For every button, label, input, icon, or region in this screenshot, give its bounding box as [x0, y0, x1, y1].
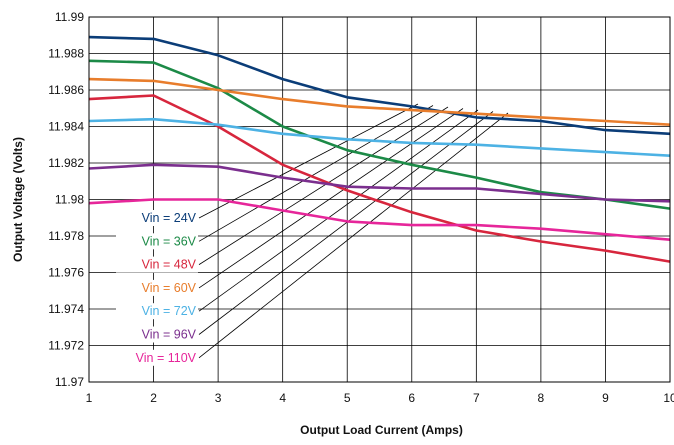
series-line: [88, 117, 671, 157]
legend-label-background: [116, 349, 198, 366]
y-tick-label: 11.98: [55, 193, 84, 207]
legend-entry: Vin = 48V: [142, 258, 197, 272]
y-tick-label: 11.976: [48, 266, 84, 280]
y-tick-label: 11.974: [48, 302, 84, 316]
y-tick-label: 11.986: [48, 83, 84, 97]
y-axis-ticks: 11.97 11.972 11.974 11.976 11.978 11.98 11.982…: [48, 10, 84, 389]
x-tick-label: 10: [663, 391, 674, 405]
legend-entry: Vin = 24V: [142, 211, 197, 225]
y-tick-label: 11.982: [48, 156, 84, 170]
y-tick-label: 11.978: [48, 229, 84, 243]
legend-leader-line: [198, 108, 464, 289]
legend-entry: Vin = 36V: [142, 234, 197, 248]
series-line: [88, 163, 671, 203]
series-lines: [88, 35, 671, 263]
series-line: [88, 35, 671, 136]
legend-label-background: [116, 326, 198, 343]
y-tick-label: 11.99: [55, 10, 84, 24]
legend-leader-line: [198, 105, 434, 242]
legend-leader-lines: [198, 103, 509, 359]
legend-label-background: [116, 279, 198, 296]
x-tick-label: 2: [150, 391, 157, 405]
series-line: [88, 94, 671, 263]
x-axis-ticks: 1 2 3 4 5 6 7 8 9 10: [86, 391, 674, 405]
x-tick-label: 1: [86, 391, 93, 405]
y-tick-label: 11.984: [48, 120, 84, 134]
legend-label-background: [116, 303, 198, 320]
x-tick-label: 3: [215, 391, 222, 405]
x-tick-label: 7: [473, 391, 480, 405]
legend-label-background: [116, 210, 198, 226]
x-tick-label: 5: [344, 391, 351, 405]
x-tick-label: 6: [408, 391, 415, 405]
legend-entry: Vin = 96V: [142, 328, 197, 342]
legend-leader-line: [198, 103, 419, 219]
y-tick-label: 11.97: [55, 375, 84, 389]
y-axis-label: Output Voltage (Volts): [11, 137, 25, 262]
y-tick-label: 11.988: [48, 47, 84, 61]
plot-area-border: [88, 16, 671, 383]
legend-entry: Vin = 110V: [136, 351, 197, 365]
legend-entry: Vin = 72V: [142, 304, 197, 318]
legend-leader-line: [198, 111, 494, 335]
legend-label-background: [116, 233, 198, 250]
legend-entry: Vin = 60V: [142, 281, 197, 295]
x-tick-label: 4: [279, 391, 286, 405]
legend-leader-line: [198, 106, 449, 265]
x-tick-label: 9: [602, 391, 609, 405]
x-tick-label: 8: [538, 391, 545, 405]
legend-leader-line: [198, 112, 509, 359]
x-axis-label: Output Load Current (Amps): [300, 423, 463, 437]
series-line: [88, 198, 671, 241]
legend: Vin = 24V Vin = 36V Vin = 48V Vin = 60V Vin …: [116, 210, 198, 366]
y-tick-label: 11.972: [48, 339, 84, 353]
series-line: [88, 77, 671, 126]
legend-label-background: [116, 256, 198, 273]
